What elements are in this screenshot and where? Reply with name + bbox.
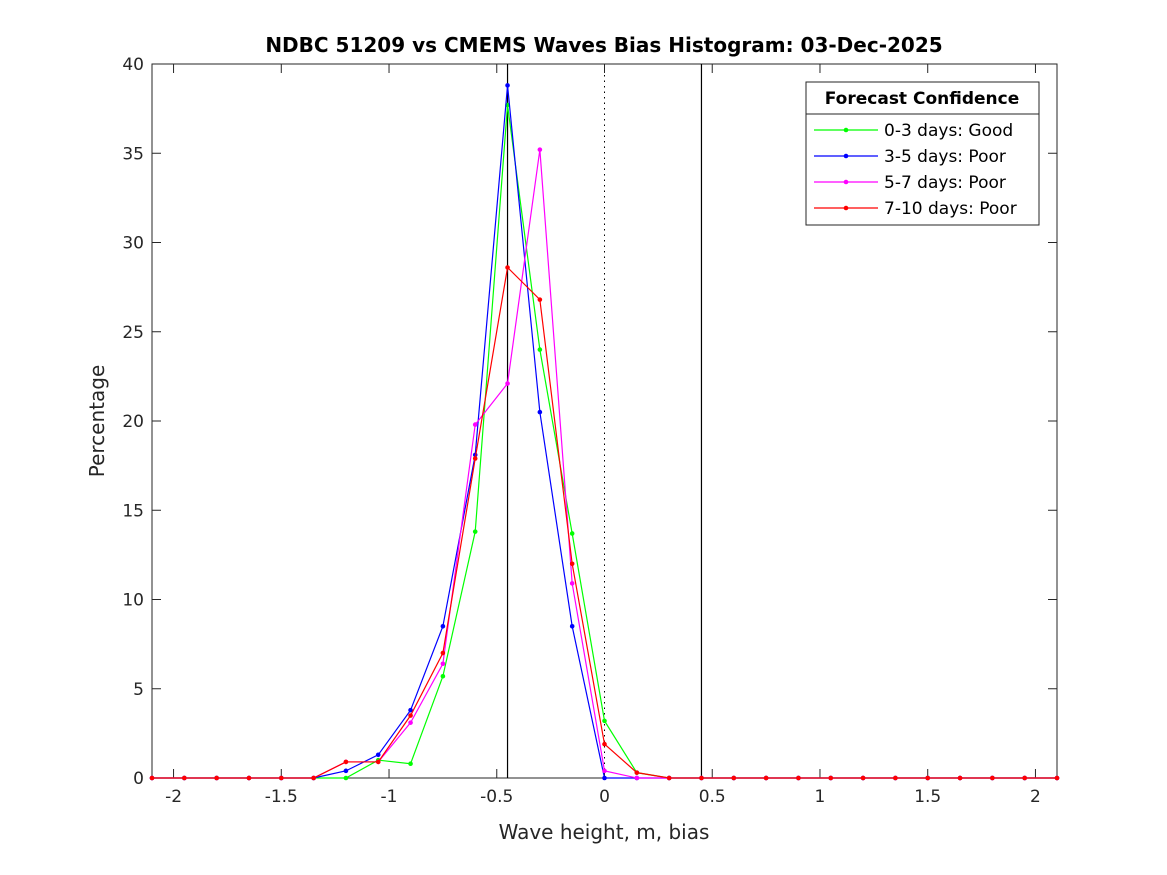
- data-point: [278, 775, 284, 781]
- y-tick-label: 5: [133, 680, 144, 700]
- data-point: [1022, 775, 1027, 781]
- data-point: [343, 775, 349, 781]
- data-point: [796, 775, 801, 781]
- data-point: [311, 775, 316, 781]
- data-point: [182, 775, 187, 781]
- data-point: [666, 775, 672, 781]
- data-point: [440, 623, 446, 629]
- data-point: [214, 775, 219, 781]
- legend: Forecast Confidence 0-3 days: Good 3-5 da…: [805, 81, 1040, 226]
- data-point: [763, 775, 769, 781]
- legend-item: 7-10 days: Poor: [814, 199, 1017, 219]
- data-point: [990, 775, 995, 781]
- legend-label: 3-5 days: Poor: [884, 147, 1006, 167]
- x-tick-label: 1: [815, 787, 826, 807]
- legend-swatch-marker: [843, 205, 849, 211]
- data-point: [537, 297, 543, 302]
- data-point: [246, 775, 252, 781]
- data-point: [893, 775, 898, 781]
- legend-title: Forecast Confidence: [825, 89, 1020, 109]
- y-tick-label: 25: [122, 323, 144, 343]
- data-point: [602, 775, 607, 781]
- data-point: [699, 775, 704, 781]
- y-tick-label: 40: [122, 55, 144, 75]
- data-point: [602, 768, 607, 774]
- data-point: [634, 775, 640, 781]
- data-point: [472, 529, 478, 534]
- data-point: [408, 707, 413, 713]
- legend-label: 7-10 days: Poor: [884, 199, 1017, 219]
- y-tick-label: 0: [133, 769, 144, 789]
- data-point: [569, 561, 575, 567]
- chart-title: NDBC 51209 vs CMEMS Waves Bias Histogram…: [265, 33, 942, 57]
- legend-label: 0-3 days: Good: [884, 121, 1013, 141]
- data-point: [602, 718, 607, 724]
- legend-swatch-marker: [843, 153, 849, 159]
- legend-item: 3-5 days: Poor: [814, 147, 1006, 167]
- data-point: [569, 531, 575, 536]
- y-tick-label: 30: [122, 234, 144, 254]
- data-point: [343, 768, 349, 774]
- data-point: [440, 673, 446, 679]
- data-point: [408, 761, 413, 767]
- data-point: [408, 713, 413, 718]
- legend-box: [805, 81, 1040, 226]
- x-axis-label: Wave height, m, bias: [499, 820, 710, 844]
- x-tick-label: -1: [381, 787, 398, 807]
- data-point: [440, 661, 446, 667]
- y-tick-label: 15: [122, 501, 144, 521]
- x-tick-label: -1.5: [265, 787, 298, 807]
- y-tick-label: 35: [122, 144, 144, 164]
- data-point: [602, 741, 607, 747]
- data-point: [860, 775, 866, 781]
- legend-swatch-marker: [843, 127, 849, 133]
- data-point: [1054, 775, 1060, 781]
- data-point: [731, 775, 737, 781]
- x-tick-label: 0: [599, 787, 610, 807]
- data-point: [569, 623, 575, 629]
- data-point: [343, 759, 349, 765]
- data-point: [505, 381, 510, 386]
- data-point: [375, 759, 381, 765]
- legend-items: 0-3 days: Good 3-5 days: Poor 5-7 days: Po…: [814, 121, 1017, 219]
- x-tick-label: 1.5: [914, 787, 941, 807]
- data-point: [375, 752, 381, 758]
- x-tick-label: -2: [165, 787, 182, 807]
- legend-label: 5-7 days: Poor: [884, 173, 1006, 193]
- data-point: [472, 422, 478, 427]
- data-point: [440, 650, 446, 656]
- legend-item: 0-3 days: Good: [814, 121, 1013, 141]
- legend-swatch-marker: [843, 179, 849, 185]
- data-point: [925, 775, 931, 781]
- data-point: [505, 83, 510, 88]
- data-point: [149, 775, 155, 781]
- legend-item: 5-7 days: Poor: [814, 173, 1006, 193]
- data-point: [828, 775, 834, 781]
- data-point: [472, 456, 478, 461]
- y-tick-label: 20: [122, 412, 144, 432]
- data-point: [408, 720, 413, 725]
- x-tick-label: -0.5: [480, 787, 513, 807]
- data-point: [537, 409, 543, 415]
- x-tick-label: 0.5: [699, 787, 726, 807]
- series-7-10 days: [149, 265, 1060, 781]
- data-point: [505, 265, 510, 270]
- x-tick-label: 2: [1030, 787, 1041, 807]
- y-axis-label: Percentage: [85, 365, 109, 478]
- data-point: [634, 770, 640, 775]
- data-point: [957, 775, 963, 781]
- data-point: [569, 581, 575, 586]
- series-lines: [149, 83, 1060, 781]
- y-tick-label: 10: [122, 591, 144, 611]
- data-point: [537, 147, 543, 152]
- reference-lines: [506, 64, 703, 778]
- data-point: [537, 347, 543, 352]
